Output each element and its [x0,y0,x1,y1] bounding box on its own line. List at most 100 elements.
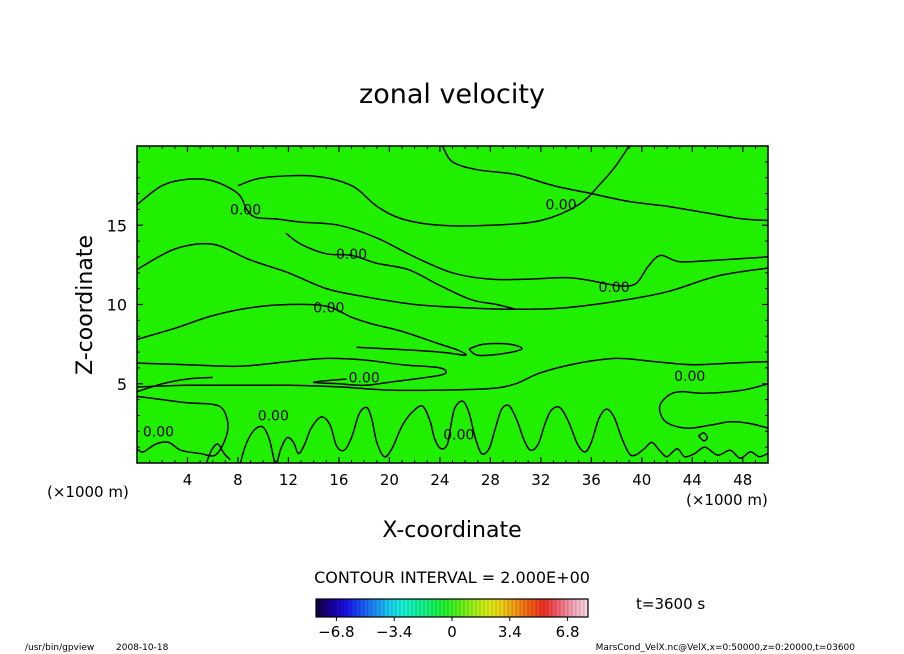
contour-line-15 [239,425,276,463]
colorbar-cell [348,599,353,617]
colorbar-cell [432,599,437,617]
colorbar-cell [480,599,485,617]
contour-line-7 [137,357,447,387]
colorbar-cell [568,599,573,617]
contour-label-8: 0.00 [258,408,289,424]
colorbar-cell [420,599,425,617]
colorbar-cell [372,599,377,617]
x-tick-label-4: 4 [183,471,193,489]
contour-label-7: 0.00 [143,424,174,440]
x-tick-label-12: 12 [279,471,298,489]
colorbar-cell [412,599,417,617]
contour-label-9: 0.00 [443,427,474,443]
x-tick-label-16: 16 [329,471,348,489]
x-axis-label: X-coordinate [382,518,521,543]
colorbar-tick-label-2: 0 [447,623,457,641]
colorbar-cell [508,599,513,617]
footer-date: 2008-10-18 [116,643,169,653]
colorbar-cell [332,599,337,617]
contour-labels: 0.00 0.00 0.00 0.00 0.00 0.00 0.00 0.00 0.00 0.00 [143,198,705,444]
colorbar-cell [344,599,349,617]
colorbar-cell [476,599,481,617]
y-tick-label-15: 15 [107,216,127,235]
colorbar-cell [512,599,517,617]
colorbar-cell [532,599,537,617]
colorbar-cell [416,599,421,617]
contour-line-5 [137,303,467,356]
y-axis-label: Z-coordinate [73,235,98,375]
x-tick-label-20: 20 [380,471,399,489]
x-tick-label-24: 24 [430,471,449,489]
contour-lines [137,146,768,463]
contour-line-0 [137,242,768,311]
x-unit-right: (×1000 m) [686,491,768,509]
contour-label-4: 0.00 [313,301,344,317]
colorbar-cell [520,599,525,617]
colorbar-cell [548,599,553,617]
colorbar-tick-label-4: 6.8 [556,623,580,641]
contour-label-3: 0.00 [598,280,629,296]
x-axis: 4 8 12 16 20 24 28 32 36 40 44 48 [149,146,756,489]
colorbar-cell [448,599,453,617]
colorbar-cell [388,599,393,617]
y-tick-label-10: 10 [107,296,127,315]
x-tick-label-48: 48 [733,471,752,489]
x-tick-label-40: 40 [632,471,651,489]
footer-path: /usr/bin/gpview [25,643,94,653]
contour-label-1: 0.00 [336,247,367,263]
colorbar-cell [316,599,321,617]
colorbar-cell [424,599,429,617]
colorbar-cell [404,599,409,617]
x-unit-left: (×1000 m) [47,483,129,501]
colorbar-cell [364,599,369,617]
colorbar-cell [376,599,381,617]
colorbar-cell [400,599,405,617]
colorbar-cell [488,599,493,617]
colorbar-cell [468,599,473,617]
colorbar-cell [328,599,333,617]
contour-line-14 [205,443,231,463]
colorbar-cell [324,599,329,617]
colorbar-tick-label-1: −3.4 [376,623,412,641]
colorbar-cell [572,599,577,617]
colorbar-cell [536,599,541,617]
contour-label-5: 0.00 [349,370,380,386]
colorbar-cell [408,599,413,617]
contour-line-6 [468,342,523,357]
contour-line-3 [441,146,768,222]
y-axis: 5 10 15 [107,161,768,448]
colorbar-cell [356,599,361,617]
colorbar-tick-label-0: −6.8 [318,623,354,641]
x-tick-label-44: 44 [683,471,702,489]
colorbar-cell [544,599,549,617]
colorbar-cell [504,599,509,617]
colorbar-cell [460,599,465,617]
footer-source: MarsCond_VelX.nc@VelX,x=0:50000,z=0:2000… [596,643,856,653]
colorbar-cell [456,599,461,617]
colorbar-cell [392,599,397,617]
x-tick-label-8: 8 [233,471,243,489]
x-tick-label-28: 28 [481,471,500,489]
colorbar-cell [472,599,477,617]
colorbar-cell [552,599,557,617]
colorbar-cell [580,599,585,617]
contour-line-8 [137,357,768,392]
colorbar-cell [436,599,441,617]
colorbar-cell [428,599,433,617]
colorbar-tick-label-3: 3.4 [498,623,522,641]
colorbar-cell [560,599,565,617]
colorbar-cell [516,599,521,617]
colorbar-cell [320,599,325,617]
colorbar-cell [500,599,505,617]
colorbar-cell [384,599,389,617]
colorbar-cell [380,599,385,617]
colorbar-cell [484,599,489,617]
colorbar-ticks: −6.8 −3.4 0 3.4 6.8 [318,617,580,641]
colorbar-cell [440,599,445,617]
contour-label-2: 0.00 [545,198,576,214]
contour-line-10 [658,383,768,429]
contour-line-2 [237,146,630,227]
colorbar-cell [368,599,373,617]
colorbar-cell [496,599,501,617]
colorbar-cell [540,599,545,617]
